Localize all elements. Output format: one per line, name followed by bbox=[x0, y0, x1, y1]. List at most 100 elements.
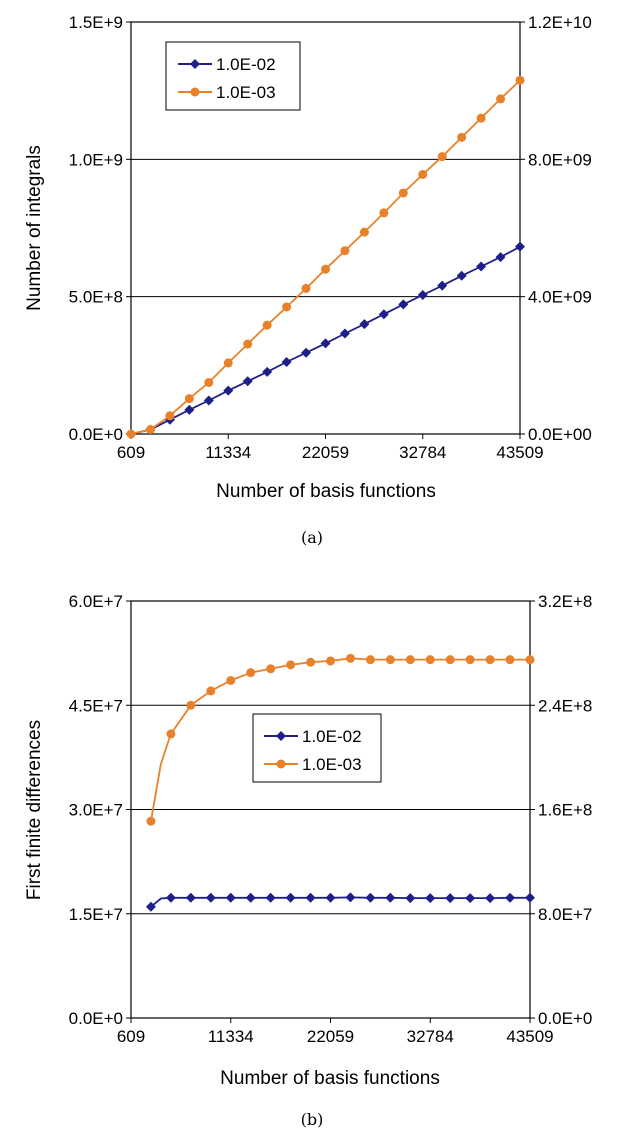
panel-a-point-10e03 bbox=[379, 208, 389, 218]
panel-a-point-10e03 bbox=[340, 246, 350, 256]
panel-b-point-10e02 bbox=[365, 892, 376, 903]
panel-a-gridlines bbox=[131, 158, 520, 298]
panel-b-point-10e03 bbox=[166, 729, 176, 739]
panel-b-point-10e02 bbox=[185, 892, 196, 903]
panel-a-point-10e02 bbox=[339, 328, 350, 339]
panel-a-point-10e02 bbox=[242, 376, 253, 387]
panel-a-point-10e03 bbox=[496, 94, 506, 104]
panel-b-gridlines bbox=[131, 704, 530, 915]
panel-b-point-10e03 bbox=[445, 655, 455, 665]
panel-a-x-axis-title: Number of basis functions bbox=[216, 481, 436, 502]
panel-b-legend-label-1e02: 1.0E-02 bbox=[302, 727, 362, 746]
panel-b-point-10e03 bbox=[425, 655, 435, 665]
panel-a-point-10e02 bbox=[223, 385, 234, 396]
panel-a-left-tick-label: 1.0E+9 bbox=[69, 150, 123, 169]
panel-b-point-10e02 bbox=[465, 893, 476, 904]
panel-b-y-axis-title: First finite differences bbox=[24, 720, 45, 900]
panel-b-point-10e02 bbox=[205, 892, 216, 903]
panel-a-point-10e03 bbox=[398, 188, 408, 198]
panel-a-point-10e03 bbox=[262, 320, 272, 330]
panel-b-caption: (b) bbox=[301, 1110, 324, 1129]
panel-b-x-tick-label: 11334 bbox=[208, 1027, 254, 1046]
panel-a-point-10e02 bbox=[437, 280, 448, 291]
panel-b-point-10e02 bbox=[345, 892, 356, 903]
panel-a-point-10e03 bbox=[126, 429, 136, 439]
panel-b-point-10e02 bbox=[525, 892, 535, 903]
panel-b-point-10e02 bbox=[305, 892, 316, 903]
panel-a-y-axis-title: Number of integrals bbox=[24, 145, 45, 311]
panel-a-right-tick-label: 8.0E+09 bbox=[528, 150, 592, 169]
panel-b-point-10e03 bbox=[146, 816, 156, 826]
panel-b-point-10e02 bbox=[445, 893, 456, 904]
panel-b-left-tick-label: 1.5E+7 bbox=[69, 905, 123, 924]
panel-b-x-axis-title: Number of basis functions bbox=[220, 1068, 440, 1089]
panel-b-point-10e03 bbox=[226, 675, 236, 685]
panel-a-point-10e03 bbox=[437, 152, 447, 162]
panel-a-point-10e02 bbox=[203, 395, 214, 406]
panel-b-right-tick-label: 0.0E+0 bbox=[538, 1009, 592, 1028]
panel-a-legend: 1.0E-02 1.0E-03 bbox=[165, 41, 301, 111]
panel-b-point-10e03 bbox=[365, 655, 375, 665]
panel-b-point-10e03 bbox=[345, 653, 355, 663]
panel-b-point-10e03 bbox=[525, 655, 535, 665]
panel-a-left-axis-ticks: 0.0E+0 5.0E+8 1.0E+9 1.5E+9 bbox=[69, 13, 131, 444]
panel-b-left-tick-label: 3.0E+7 bbox=[69, 801, 123, 820]
panel-b-left-tick-label: 6.0E+7 bbox=[69, 592, 123, 611]
panel-b-left-tick-label: 4.5E+7 bbox=[69, 696, 123, 715]
panel-a-chart: 0.0E+0 5.0E+8 1.0E+9 1.5E+9 0.0E+00 4.0E+09 8… bbox=[24, 13, 592, 547]
panel-a-legend-marker-1e03 bbox=[190, 87, 200, 97]
panel-a-right-tick-label: 1.2E+10 bbox=[528, 13, 592, 32]
panel-a-right-tick-label: 0.0E+00 bbox=[528, 425, 592, 444]
panel-a-point-10e02 bbox=[184, 404, 195, 415]
panel-a-point-10e03 bbox=[457, 132, 467, 142]
panel-a-point-10e02 bbox=[398, 299, 409, 310]
panel-a-x-tick-label: 609 bbox=[117, 443, 145, 462]
panel-a-point-10e03 bbox=[476, 113, 486, 123]
panel-a-point-10e02 bbox=[456, 270, 467, 281]
panel-a-point-10e02 bbox=[378, 309, 389, 320]
panel-b-point-10e02 bbox=[245, 892, 256, 903]
panel-b-point-10e02 bbox=[165, 892, 176, 903]
panel-b-point-10e03 bbox=[206, 686, 216, 696]
panel-b-point-10e02 bbox=[325, 892, 336, 903]
panel-b-legend: 1.0E-02 1.0E-03 bbox=[252, 713, 382, 783]
panel-a-legend-label-1e02: 1.0E-02 bbox=[216, 55, 276, 74]
panel-a-point-10e03 bbox=[418, 169, 428, 179]
panel-a-point-10e03 bbox=[243, 339, 253, 349]
panel-a-point-10e03 bbox=[184, 394, 194, 404]
panel-b-point-10e03 bbox=[485, 655, 495, 665]
panel-a-point-10e03 bbox=[359, 227, 369, 237]
panel-b-right-tick-label: 2.4E+8 bbox=[538, 696, 592, 715]
panel-b-point-10e03 bbox=[405, 655, 415, 665]
panel-b-legend-label-1e03: 1.0E-03 bbox=[302, 755, 362, 774]
panel-b-point-10e03 bbox=[306, 657, 316, 667]
panel-a-point-10e03 bbox=[145, 425, 155, 435]
panel-a-point-10e02 bbox=[359, 319, 370, 330]
panel-b-left-axis-ticks: 0.0E+0 1.5E+7 3.0E+7 4.5E+7 6.0E+7 bbox=[69, 592, 131, 1028]
panel-b-point-10e02 bbox=[425, 893, 436, 904]
panel-a-point-10e02 bbox=[476, 261, 487, 272]
panel-b-point-10e03 bbox=[326, 656, 335, 666]
panel-a-x-tick-label: 11334 bbox=[205, 443, 251, 462]
panel-b-point-10e03 bbox=[266, 664, 276, 674]
panel-b-legend-marker-1e02 bbox=[276, 731, 286, 741]
panel-a-point-10e02 bbox=[301, 347, 312, 358]
panel-b-x-tick-label: 22059 bbox=[307, 1027, 354, 1046]
panel-b-x-tick-label: 609 bbox=[117, 1027, 145, 1046]
panel-b-point-10e02 bbox=[225, 892, 236, 903]
panel-a-point-10e03 bbox=[223, 358, 233, 368]
panel-a-point-10e03 bbox=[301, 283, 311, 293]
panel-b-series bbox=[145, 653, 535, 912]
panel-b-x-tick-label: 32784 bbox=[407, 1027, 454, 1046]
panel-b-legend-marker-1e03 bbox=[276, 759, 286, 769]
panel-a-point-10e03 bbox=[515, 75, 525, 85]
panel-b-point-10e03 bbox=[286, 660, 296, 670]
panel-b-point-10e02 bbox=[265, 892, 276, 903]
panel-a-point-10e02 bbox=[262, 366, 273, 377]
panel-a-legend-box bbox=[165, 41, 301, 111]
panel-a-right-tick-label: 4.0E+09 bbox=[528, 288, 592, 307]
panel-a-point-10e03 bbox=[165, 411, 175, 421]
panel-a-x-axis-ticks: 609 11334 22059 32784 43509 bbox=[117, 434, 544, 462]
panel-b-point-10e02 bbox=[505, 892, 516, 903]
